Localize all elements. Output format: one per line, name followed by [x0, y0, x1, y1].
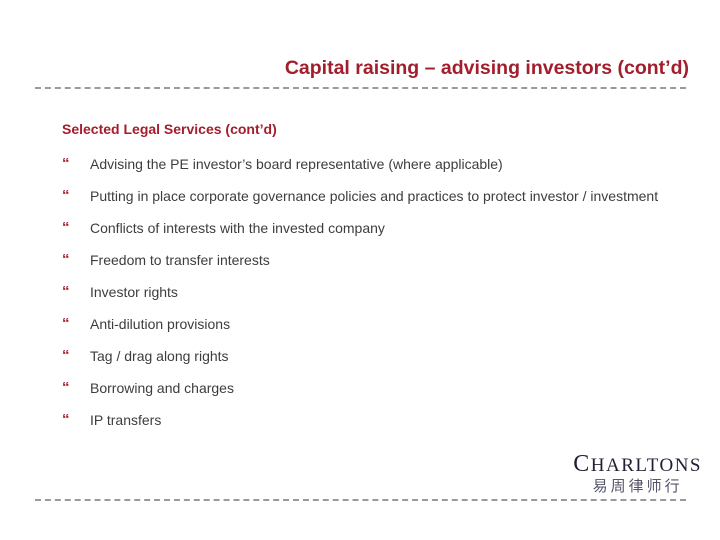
- bullet-list: “ Advising the PE investor’s board repre…: [62, 156, 658, 444]
- bullet-item: “ Anti-dilution provisions: [62, 316, 658, 333]
- bullet-text: Advising the PE investor’s board represe…: [90, 156, 503, 172]
- bullet-item: “ Conflicts of interests with the invest…: [62, 220, 658, 237]
- quote-bullet-icon: “: [62, 379, 70, 396]
- quote-bullet-icon: “: [62, 315, 70, 332]
- logo-chinese-text: 易周律师行: [592, 479, 683, 495]
- bullet-text: Tag / drag along rights: [90, 348, 229, 364]
- bullet-text: Investor rights: [90, 284, 178, 300]
- bullet-text: IP transfers: [90, 412, 162, 428]
- bullet-text: Anti-dilution provisions: [90, 316, 231, 332]
- bullet-item: “ Advising the PE investor’s board repre…: [62, 156, 658, 173]
- bullet-item: “ Borrowing and charges: [62, 380, 658, 397]
- bullet-item: “ Investor rights: [62, 284, 658, 301]
- section-heading: Selected Legal Services (cont’d): [62, 121, 277, 137]
- top-dashed-divider: [35, 87, 686, 89]
- bullet-item: “ IP transfers: [62, 412, 658, 429]
- slide-title: Capital raising – advising investors (co…: [284, 57, 689, 79]
- quote-bullet-icon: “: [62, 347, 70, 364]
- quote-bullet-icon: “: [62, 187, 70, 204]
- quote-bullet-icon: “: [62, 219, 70, 236]
- bullet-text: Borrowing and charges: [90, 380, 234, 396]
- quote-bullet-icon: “: [62, 283, 70, 300]
- quote-bullet-icon: “: [62, 155, 70, 172]
- bullet-text: Freedom to transfer interests: [90, 252, 270, 268]
- bullet-item: “ Putting in place corporate governance …: [62, 188, 658, 205]
- quote-bullet-icon: “: [62, 411, 70, 428]
- bottom-dashed-divider: [35, 499, 686, 501]
- bullet-text: Putting in place corporate governance po…: [90, 188, 659, 204]
- charltons-logo: CHARLTONS 易周律师行: [573, 452, 702, 497]
- bullet-text: Conflicts of interests with the invested…: [90, 220, 385, 236]
- bullet-item: “ Freedom to transfer interests: [62, 252, 658, 269]
- quote-bullet-icon: “: [62, 251, 70, 268]
- logo-wordmark: CHARLTONS: [573, 451, 702, 477]
- bullet-item: “ Tag / drag along rights: [62, 348, 658, 365]
